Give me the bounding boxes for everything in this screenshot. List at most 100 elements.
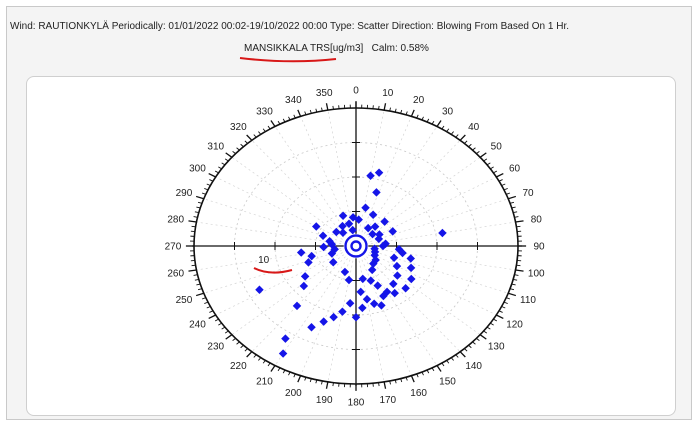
perimeter-tick [513, 211, 518, 214]
data-point [367, 265, 377, 275]
perimeter-tick [197, 288, 203, 291]
perimeter-tick [486, 162, 491, 166]
data-point [401, 284, 410, 293]
perimeter-tick [332, 105, 334, 110]
data-point [340, 267, 350, 277]
perimeter-tick [511, 206, 516, 209]
perimeter-tick [195, 292, 204, 297]
perimeter-tick [400, 109, 403, 114]
angle-label: 60 [509, 164, 521, 175]
grid-spoke [355, 110, 385, 247]
perimeter-tick [297, 109, 302, 117]
perimeter-tick [193, 274, 198, 276]
perimeter-tick [193, 216, 198, 218]
perimeter-tick [472, 147, 476, 151]
data-point [392, 261, 402, 271]
data-point [374, 168, 384, 177]
angle-label: 300 [189, 164, 206, 175]
data-point [380, 217, 389, 226]
perimeter-tick [204, 188, 209, 191]
perimeter-tick [304, 111, 307, 115]
perimeter-tick [206, 306, 211, 309]
perimeter-tick [246, 351, 253, 358]
grid-spoke [355, 245, 412, 376]
perimeter-tick [321, 380, 323, 385]
perimeter-tick [282, 118, 286, 123]
grid-spoke [231, 245, 357, 335]
perimeter-tick [214, 170, 219, 174]
grid-spoke [355, 221, 516, 247]
data-point [406, 263, 416, 273]
data-point [304, 258, 313, 267]
perimeter-tick [515, 269, 524, 272]
grid-spoke [196, 245, 357, 271]
grid-spoke [274, 245, 357, 366]
perimeter-tick [503, 301, 508, 304]
calm-percentage: Calm: 0.58% [371, 43, 429, 54]
perimeter-tick [304, 377, 307, 381]
perimeter-tick [258, 131, 262, 135]
perimeter-tick [405, 111, 408, 115]
perimeter-tick [225, 334, 233, 340]
data-point [358, 303, 367, 313]
perimeter-tick [514, 274, 519, 276]
data-point [338, 221, 347, 231]
perimeter-tick [426, 369, 430, 374]
angle-label: 250 [176, 295, 193, 306]
perimeter-tick [277, 367, 281, 372]
perimeter-tick [309, 378, 312, 383]
perimeter-tick [218, 166, 222, 170]
perimeter-tick [288, 116, 291, 121]
perimeter-tick [468, 143, 472, 148]
angle-label: 140 [465, 361, 482, 372]
perimeter-tick [253, 354, 257, 358]
data-point [361, 203, 370, 212]
angle-label: 310 [207, 141, 224, 152]
perimeter-tick [201, 297, 206, 300]
perimeter-tick [208, 172, 216, 178]
angle-label: 280 [167, 214, 184, 225]
annotations [239, 57, 337, 274]
perimeter-tick [496, 172, 504, 178]
station-name: MANSIKKALA TRS[ug/m3] [244, 43, 364, 54]
perimeter-tick [262, 360, 266, 364]
perimeter-tick [293, 373, 296, 378]
data-point [389, 253, 399, 263]
data-point [356, 287, 365, 297]
perimeter-tick [240, 143, 244, 148]
perimeter-tick [506, 192, 511, 195]
perimeter-tick [508, 292, 517, 297]
angle-label: 0 [353, 86, 359, 97]
angle-label: 20 [413, 95, 425, 106]
perimeter-tick [509, 288, 515, 291]
data-point [338, 228, 348, 238]
perimeter-tick [378, 382, 380, 387]
perimeter-tick [436, 365, 442, 372]
data-point [344, 219, 354, 229]
angle-label: 110 [520, 295, 536, 306]
perimeter-tick [509, 201, 515, 204]
perimeter-tick [209, 310, 214, 313]
data-point [330, 244, 339, 254]
perimeter-tick [262, 128, 266, 132]
perimeter-tick [267, 362, 271, 367]
perimeter-tick [511, 283, 516, 286]
perimeter-tick [436, 120, 442, 127]
grid-spoke [355, 126, 438, 247]
perimeter-tick [496, 314, 504, 320]
perimeter-tick [389, 107, 391, 112]
perimeter-tick [194, 278, 199, 281]
perimeter-tick [270, 365, 276, 372]
perimeter-tick [332, 382, 334, 387]
data-point [281, 334, 290, 343]
grid-spoke [355, 245, 438, 366]
data-point [379, 291, 388, 301]
perimeter-tick [204, 301, 209, 304]
perimeter-tick [450, 131, 454, 135]
data-point [372, 188, 381, 197]
data-point [338, 211, 348, 220]
data-point [296, 248, 306, 257]
perimeter-tick [196, 206, 201, 209]
data-point [362, 294, 372, 304]
perimeter-tick [441, 362, 445, 367]
